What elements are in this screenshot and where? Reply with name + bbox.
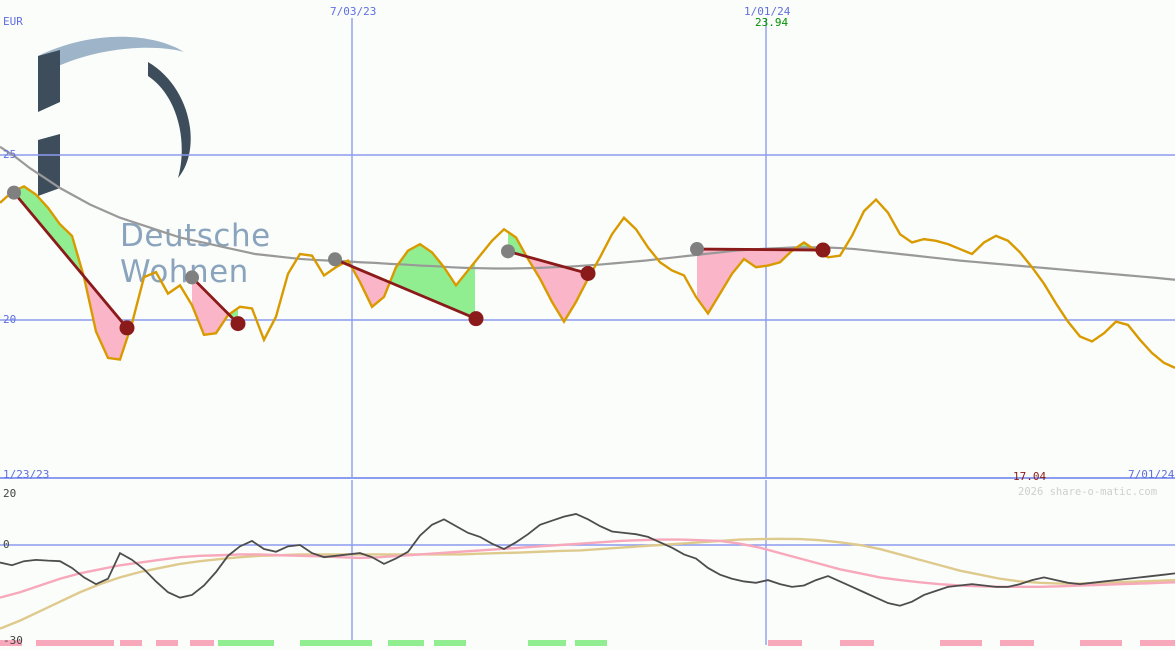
trendline-5-flat	[696, 247, 824, 252]
trend-start-marker-3	[328, 252, 342, 267]
histogram-bar-13-pink	[840, 640, 874, 646]
signal-path	[0, 538, 1175, 599]
trend-end-marker-2	[230, 316, 246, 332]
indicator-panel	[0, 513, 1175, 646]
top-axis-date-right: 1/01/24	[744, 5, 791, 18]
trend-markers	[7, 185, 831, 336]
moving-average-path	[0, 145, 1175, 281]
price-annotation-high: 23.94	[755, 16, 789, 29]
trend-end-marker-3	[468, 311, 484, 327]
histogram-bar-15-pink	[1000, 640, 1034, 646]
trend-fill-3-down	[353, 266, 389, 306]
price-axis-tick-25: 25	[3, 148, 17, 161]
trend-end-marker-4	[580, 265, 596, 281]
histogram-bar-7-green	[300, 640, 372, 646]
histogram-bar-3-pink	[120, 640, 142, 646]
currency-label: EUR	[3, 15, 23, 28]
indicator-axis-tick-0: 0	[3, 538, 10, 551]
trendline-4-down	[507, 250, 589, 275]
histogram-bar-5-pink	[190, 640, 214, 646]
histogram-bar-12-pink	[768, 640, 802, 646]
macd-line	[0, 513, 1175, 607]
trendline-1-down	[12, 191, 129, 329]
histogram-bar-8-green	[388, 640, 424, 646]
indicator-axis-tick-minus30: -30	[3, 634, 23, 647]
trigger-line	[0, 537, 1175, 630]
histogram-bar-6-green	[218, 640, 274, 646]
signal-line	[0, 538, 1175, 599]
price-annotation-low: 17.04	[1013, 470, 1047, 483]
histogram-bar-16-pink	[1080, 640, 1122, 646]
histogram-bar-10-green	[528, 640, 566, 646]
trend-start-marker-2	[185, 270, 199, 285]
trend-start-marker-5	[690, 242, 704, 257]
trend-end-marker-5	[815, 242, 831, 258]
top-axis-date-mid: 7/03/23	[330, 5, 377, 18]
histogram-bar-11-green	[575, 640, 607, 646]
trend-start-marker-1	[7, 185, 21, 200]
histogram-bar-4-pink	[156, 640, 178, 646]
bottom-axis-date-right: 7/01/24	[1128, 468, 1175, 481]
price-panel	[0, 145, 1175, 369]
histogram-bar-2-pink	[36, 640, 114, 646]
macd-path	[0, 513, 1175, 607]
trendline-3-down	[334, 257, 477, 320]
trend-lines	[12, 191, 824, 329]
trend-end-marker-1	[119, 320, 135, 336]
indicator-axis-tick-20: 20	[3, 487, 17, 500]
histogram-bar-14-pink	[940, 640, 982, 646]
macd-histogram	[0, 640, 1175, 646]
moving-average-line	[0, 145, 1175, 281]
site-watermark: 2026 share-o-matic.com	[1018, 486, 1158, 498]
trend-start-marker-4	[501, 244, 515, 259]
bottom-axis-date-left: 1/23/23	[3, 468, 50, 481]
histogram-bar-17-pink	[1140, 640, 1175, 646]
histogram-bar-1-pink	[0, 640, 22, 646]
trendline-2-down	[191, 276, 239, 325]
price-axis-tick-20: 20	[3, 313, 17, 326]
trend-fill-3-up	[391, 244, 475, 319]
trend-fill-1-down	[84, 276, 126, 360]
trigger-path	[0, 537, 1175, 630]
histogram-bar-9-green	[434, 640, 466, 646]
trend-fills	[14, 186, 823, 360]
trend-fill-2-down	[192, 277, 228, 335]
